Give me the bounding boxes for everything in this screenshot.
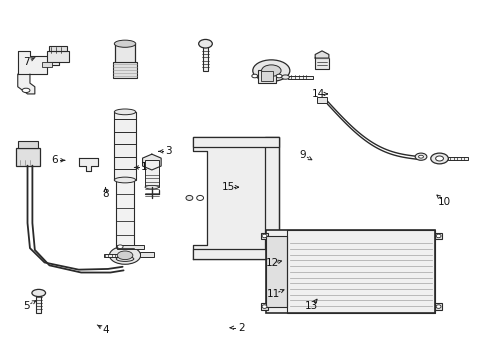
- Text: 10: 10: [437, 197, 450, 207]
- Polygon shape: [18, 74, 35, 94]
- Text: 6: 6: [51, 155, 58, 165]
- Text: 8: 8: [102, 189, 109, 199]
- Bar: [316, 97, 327, 103]
- Bar: [145, 160, 158, 187]
- Bar: [140, 252, 154, 257]
- Text: 1: 1: [141, 162, 147, 172]
- Ellipse shape: [198, 40, 212, 48]
- Text: 9: 9: [299, 150, 305, 160]
- Bar: [36, 293, 41, 313]
- Polygon shape: [264, 137, 278, 259]
- Bar: [434, 303, 442, 310]
- Bar: [113, 62, 137, 78]
- Ellipse shape: [262, 305, 266, 309]
- Bar: [266, 235, 286, 307]
- Ellipse shape: [196, 195, 203, 201]
- Bar: [104, 254, 119, 257]
- Ellipse shape: [114, 40, 136, 47]
- Text: 3: 3: [165, 146, 172, 156]
- Ellipse shape: [435, 305, 440, 309]
- Text: 14: 14: [311, 89, 325, 99]
- Ellipse shape: [251, 74, 257, 78]
- Ellipse shape: [418, 155, 423, 158]
- Ellipse shape: [117, 251, 133, 260]
- Polygon shape: [193, 137, 278, 259]
- Bar: [16, 148, 40, 166]
- Ellipse shape: [435, 234, 440, 238]
- Bar: [286, 230, 434, 313]
- Bar: [260, 233, 268, 239]
- Text: 15: 15: [222, 182, 235, 192]
- Bar: [288, 76, 312, 78]
- Ellipse shape: [22, 88, 30, 93]
- Bar: [42, 62, 52, 67]
- Ellipse shape: [116, 256, 134, 261]
- Ellipse shape: [430, 153, 447, 164]
- Ellipse shape: [262, 234, 266, 238]
- Bar: [193, 249, 278, 259]
- Ellipse shape: [261, 65, 281, 76]
- Bar: [47, 51, 69, 62]
- Ellipse shape: [435, 156, 443, 161]
- Bar: [114, 112, 136, 180]
- Ellipse shape: [32, 289, 45, 297]
- Bar: [434, 233, 442, 239]
- Ellipse shape: [185, 195, 192, 201]
- Bar: [117, 244, 143, 249]
- Text: 11: 11: [266, 289, 280, 299]
- Bar: [315, 58, 328, 69]
- Polygon shape: [315, 51, 328, 58]
- Ellipse shape: [252, 60, 289, 81]
- Bar: [202, 44, 208, 71]
- Text: 5: 5: [22, 301, 29, 311]
- Bar: [260, 71, 273, 81]
- Ellipse shape: [114, 109, 136, 115]
- Text: 12: 12: [265, 258, 279, 268]
- Ellipse shape: [117, 245, 123, 248]
- Bar: [193, 137, 278, 147]
- Polygon shape: [79, 158, 98, 171]
- Bar: [49, 45, 66, 51]
- Ellipse shape: [114, 177, 136, 183]
- Bar: [257, 69, 276, 83]
- Text: 2: 2: [238, 323, 245, 333]
- Bar: [266, 230, 434, 313]
- Text: 7: 7: [22, 57, 29, 67]
- Ellipse shape: [281, 75, 289, 79]
- Bar: [447, 157, 467, 160]
- Ellipse shape: [414, 153, 426, 160]
- Bar: [115, 44, 135, 63]
- Bar: [116, 180, 134, 259]
- Text: 13: 13: [305, 301, 318, 311]
- Polygon shape: [18, 51, 59, 74]
- Bar: [260, 303, 268, 310]
- Ellipse shape: [276, 74, 282, 78]
- Ellipse shape: [145, 185, 158, 189]
- Ellipse shape: [109, 246, 141, 264]
- Text: 4: 4: [102, 325, 109, 335]
- Polygon shape: [142, 154, 161, 170]
- Bar: [18, 140, 38, 148]
